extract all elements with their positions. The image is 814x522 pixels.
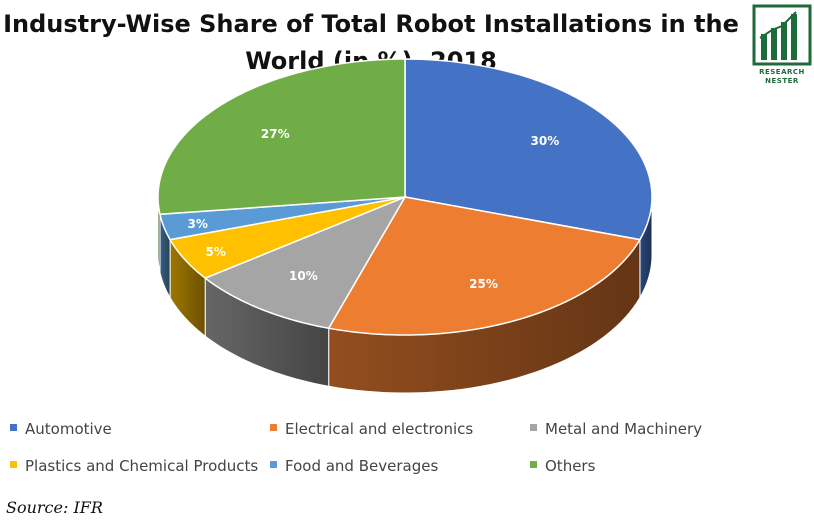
pie-top-slices bbox=[157, 58, 653, 336]
bar-chart-logo-icon bbox=[752, 4, 812, 66]
legend-label: Plastics and Chemical Products bbox=[25, 457, 259, 475]
legend-item-plastics-and-chemical-products[interactable]: Plastics and Chemical Products bbox=[10, 457, 258, 475]
legend-swatch bbox=[10, 424, 17, 431]
legend-item-automotive[interactable]: Automotive bbox=[10, 420, 112, 438]
legend-item-others[interactable]: Others bbox=[530, 457, 595, 475]
data-label-others: 27% bbox=[261, 127, 290, 141]
data-label-food-and-beverages: 3% bbox=[188, 217, 208, 231]
pie-slice-others[interactable] bbox=[157, 58, 406, 216]
legend-swatch bbox=[530, 461, 537, 468]
chart-title-line-1: Industry-Wise Share of Total Robot Insta… bbox=[3, 10, 739, 38]
research-nester-logo: RESEARCH NESTER bbox=[752, 4, 812, 90]
data-label-plastics-and-chemical-products: 5% bbox=[206, 245, 226, 259]
legend-label: Others bbox=[545, 457, 596, 475]
legend-label: Electrical and electronics bbox=[285, 420, 474, 438]
data-label-metal-and-machinery: 10% bbox=[289, 269, 318, 283]
legend-swatch bbox=[270, 424, 277, 431]
pie-slice-automotive[interactable] bbox=[404, 58, 653, 241]
pie-slice-plastics-and-chemical-products[interactable] bbox=[168, 196, 406, 279]
legend-item-electrical-and-electronics[interactable]: Electrical and electronics bbox=[270, 420, 473, 438]
logo-text-research: RESEARCH bbox=[759, 68, 805, 76]
legend-label: Food and Beverages bbox=[285, 457, 439, 475]
data-label-electrical-and-electronics: 25% bbox=[469, 277, 498, 291]
pie-slice-electrical-and-electronics[interactable] bbox=[327, 196, 642, 336]
legend-item-food-and-beverages[interactable]: Food and Beverages bbox=[270, 457, 438, 475]
legend-swatch bbox=[530, 424, 537, 431]
legend-item-metal-and-machinery[interactable]: Metal and Machinery bbox=[530, 420, 702, 438]
pie-data-labels: 30% 25% 10% 5% 3% 27% bbox=[188, 127, 560, 291]
source-note: Source: IFR bbox=[6, 498, 103, 517]
logo-text-nester: NESTER bbox=[765, 77, 799, 85]
data-label-automotive: 30% bbox=[531, 134, 560, 148]
pie-slice-food-and-beverages[interactable] bbox=[159, 196, 406, 241]
pie-slice-metal-and-machinery[interactable] bbox=[203, 195, 407, 330]
legend-swatch bbox=[270, 461, 277, 468]
legend-label: Automotive bbox=[25, 420, 112, 438]
legend-label: Metal and Machinery bbox=[545, 420, 703, 438]
legend-swatch bbox=[10, 461, 17, 468]
